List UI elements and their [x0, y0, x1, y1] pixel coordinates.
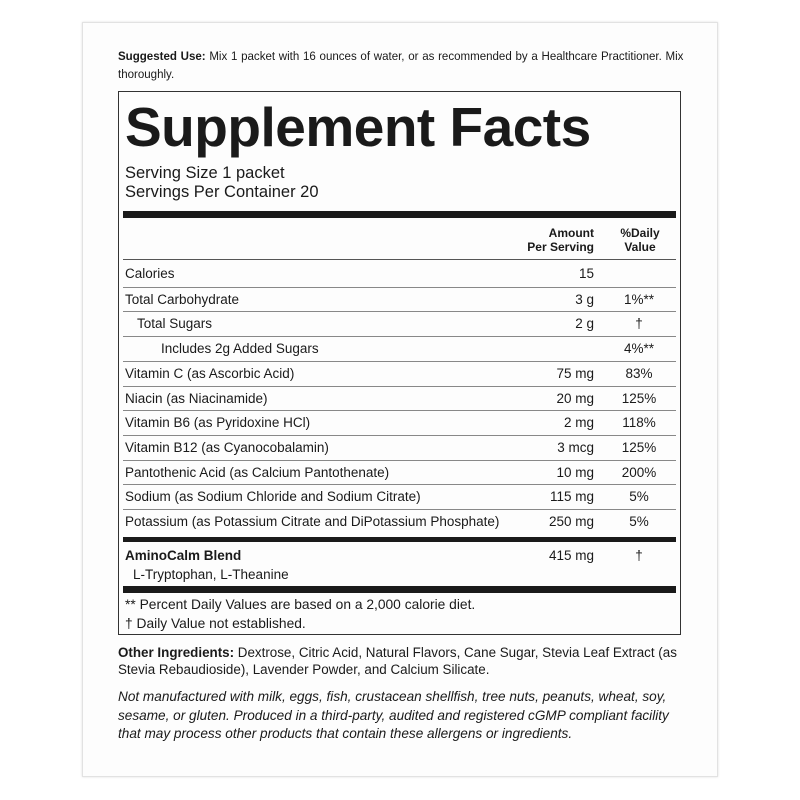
- nutrient-row: Niacin (as Niacinamide) 20 mg 125%: [123, 385, 676, 412]
- other-ingredients: Other Ingredients: Dextrose, Citric Acid…: [118, 644, 684, 678]
- nutrient-name: Total Sugars: [137, 316, 213, 332]
- dv-header-line: Value: [624, 240, 656, 254]
- nutrient-row: Pantothenic Acid (as Calcium Pantothenat…: [123, 459, 676, 486]
- footnote: ** Percent Daily Values are based on a 2…: [125, 597, 476, 612]
- other-ingredients-text: Dextrose, Citric Acid, Natural Flavors, …: [118, 645, 677, 677]
- thick-rule: [123, 586, 676, 593]
- nutrient-amount: 75 mg: [556, 365, 594, 381]
- nutrient-amount: 20 mg: [556, 390, 594, 406]
- serving-info: Serving Size 1 packet Servings Per Conta…: [125, 164, 319, 202]
- blend-ingredients: L-Tryptophan, L-Theanine: [133, 567, 289, 582]
- thin-rule: [123, 259, 676, 260]
- nutrient-name: Vitamin B12 (as Cyanocobalamin): [125, 439, 329, 455]
- footnotes: ** Percent Daily Values are based on a 2…: [125, 595, 475, 633]
- nutrient-name: Vitamin C (as Ascorbic Acid): [125, 365, 295, 381]
- blend-name: AminoCalm Blend: [125, 548, 242, 563]
- nutrient-name: Potassium (as Potassium Citrate and DiPo…: [125, 514, 500, 529]
- nutrient-dv: 5%: [629, 514, 649, 529]
- column-header: Amount Per Serving %Daily Value: [119, 226, 680, 256]
- suggested-use-text: Mix 1 packet with 16 ounces of water, or…: [118, 49, 684, 81]
- nutrient-row: Includes 2g Added Sugars 4%**: [123, 336, 676, 362]
- nutrient-row: Total Carbohydrate 3 g 1%**: [123, 286, 676, 313]
- nutrient-name: Pantothenic Acid (as Calcium Pantothenat…: [125, 464, 390, 480]
- nutrient-row: Vitamin C (as Ascorbic Acid) 75 mg 83%: [123, 360, 676, 387]
- product-panel: [82, 22, 718, 777]
- nutrient-row: Total Sugars 2 g †: [123, 311, 676, 337]
- serving-size: Serving Size 1 packet: [125, 164, 285, 182]
- nutrient-name: Total Carbohydrate: [125, 291, 240, 307]
- servings-per-container: Servings Per Container 20: [125, 183, 319, 201]
- nutrient-name: Sodium (as Sodium Chloride and Sodium Ci…: [125, 489, 421, 505]
- nutrient-amount: 250 mg: [548, 514, 594, 529]
- thick-rule: [123, 211, 676, 218]
- amount-header-line: Per Serving: [527, 240, 594, 254]
- nutrient-name: Calories: [125, 266, 175, 281]
- suggested-use-label: Suggested Use:: [118, 49, 206, 63]
- nutrient-dv: 4%**: [623, 341, 655, 357]
- nutrient-row: Potassium (as Potassium Citrate and DiPo…: [123, 509, 676, 535]
- suggested-use: Suggested Use: Mix 1 packet with 16 ounc…: [118, 47, 683, 83]
- blend-dv: †: [635, 548, 643, 563]
- amount-header: Amount Per Serving: [527, 226, 594, 254]
- nutrient-amount: 115 mg: [549, 489, 594, 505]
- nutrient-row: Calories 15: [123, 262, 676, 287]
- nutrient-name: Vitamin B6 (as Pyridoxine HCl): [125, 415, 311, 431]
- nutrient-name: Includes 2g Added Sugars: [161, 341, 319, 357]
- nutrient-row: Sodium (as Sodium Chloride and Sodium Ci…: [123, 484, 676, 510]
- blend-row: AminoCalm Blend 415 mg † L-Tryptophan, L…: [123, 544, 676, 584]
- nutrient-dv: 83%: [625, 365, 653, 381]
- amount-header-line: Amount: [548, 226, 594, 240]
- footnote: † Daily Value not established.: [125, 616, 306, 631]
- nutrient-dv: 125%: [621, 390, 657, 406]
- thick-rule: [123, 537, 676, 542]
- nutrient-name: Niacin (as Niacinamide): [125, 390, 268, 406]
- supplement-facts-label: Supplement Facts Serving Size 1 packet S…: [118, 91, 681, 635]
- nutrient-dv: †: [635, 316, 643, 332]
- blend-amount: 415 mg: [548, 548, 594, 563]
- nutrient-amount: 3 g: [575, 291, 594, 307]
- dv-header-line: %Daily: [620, 226, 660, 240]
- nutrient-row: Vitamin B12 (as Cyanocobalamin) 3 mcg 125%: [123, 434, 676, 461]
- allergen-statement: Not manufactured with milk, eggs, fish, …: [118, 689, 669, 741]
- facts-title: Supplement Facts: [125, 96, 591, 158]
- nutrient-amount: 2 mg: [563, 415, 594, 431]
- nutrient-dv: 5%: [629, 489, 649, 505]
- nutrient-dv: 125%: [621, 439, 657, 455]
- nutrient-amount: 3 mcg: [557, 439, 594, 455]
- nutrient-amount: 10 mg: [556, 464, 594, 480]
- nutrient-amount: 15: [578, 266, 594, 281]
- nutrient-dv: 1%**: [623, 291, 655, 307]
- nutrient-dv: 200%: [621, 464, 657, 480]
- other-ingredients-label: Other Ingredients:: [118, 645, 235, 660]
- dv-header: %Daily Value: [612, 226, 668, 254]
- nutrient-dv: 118%: [622, 415, 656, 431]
- nutrient-amount: 2 g: [575, 316, 594, 332]
- nutrient-row: Vitamin B6 (as Pyridoxine HCl) 2 mg 118%: [123, 410, 676, 436]
